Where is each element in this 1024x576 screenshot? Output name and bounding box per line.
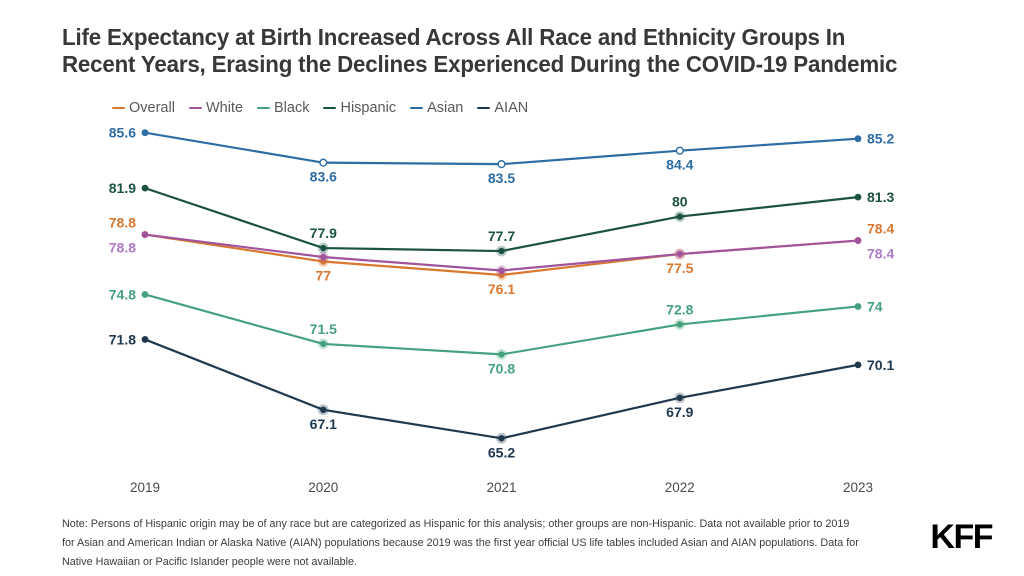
- point-aian-2020: [320, 406, 327, 414]
- point-hispanic-2023: [854, 193, 862, 201]
- value-label-hispanic-2020: 77.9: [310, 225, 337, 241]
- point-black-2023: [854, 303, 862, 310]
- value-label-asian-2023: 85.2: [867, 131, 894, 147]
- value-label-hispanic-2019: 81.9: [109, 180, 136, 196]
- legend-swatch-overall: [112, 106, 125, 110]
- x-tick-2019: 2019: [130, 480, 160, 495]
- legend-item-hispanic: Hispanic: [323, 100, 396, 116]
- legend-item-overall: Overall: [112, 100, 175, 116]
- value-label-overall-2020: 77: [316, 268, 332, 284]
- point-asian-2019: [141, 129, 149, 137]
- point-aian-2023: [854, 361, 862, 369]
- line-black: [144, 293, 859, 356]
- value-label-overall-2022: 77.5: [666, 260, 693, 276]
- point-black-2019: [141, 291, 149, 298]
- legend-swatch-asian: [410, 106, 424, 110]
- point-black-2022: [676, 321, 683, 328]
- line-asian: [144, 131, 859, 166]
- legend-label: Hispanic: [340, 100, 397, 116]
- point-white-2021: [498, 267, 505, 274]
- value-label-overall-2019: 78.8: [109, 215, 136, 231]
- point-aian-2021: [498, 435, 505, 442]
- legend-swatch-hispanic: [323, 106, 337, 110]
- value-label-asian-2021: 83.5: [488, 170, 515, 186]
- chart-title-line-1: Life Expectancy at Birth Increased Acros…: [62, 24, 846, 50]
- value-label-white-2023: 78.4: [867, 246, 894, 262]
- value-label-asian-2020: 83.6: [310, 169, 337, 185]
- value-label-hispanic-2021: 77.7: [488, 228, 515, 244]
- chart-legend: Overall White Black Hispanic Asian AIAN: [112, 100, 528, 116]
- point-hispanic-2022: [676, 213, 683, 220]
- value-label-hispanic-2022: 80: [672, 194, 688, 210]
- point-overall-2021: [498, 271, 505, 279]
- kff-logo: KFF: [930, 518, 993, 556]
- value-label-overall-2021: 76.1: [488, 281, 515, 297]
- legend-label: Asian: [427, 100, 464, 116]
- value-label-aian-2020: 67.1: [310, 416, 337, 432]
- legend-swatch-black: [257, 106, 271, 110]
- value-label-black-2019: 74.8: [109, 286, 136, 302]
- point-asian-2021: [497, 160, 506, 169]
- footnote-line-3: Native Hawaiian or Pacific Islander peop…: [62, 555, 358, 568]
- legend-label: Overall: [129, 100, 175, 116]
- legend-swatch-white: [188, 106, 202, 110]
- x-tick-2020: 2020: [308, 480, 338, 495]
- chart-title: Life Expectancy at Birth Increased Acros…: [62, 24, 974, 79]
- legend-label: White: [205, 100, 244, 116]
- value-label-aian-2019: 71.8: [109, 331, 136, 347]
- legend-item-asian: Asian: [410, 100, 463, 116]
- value-label-aian-2023: 70.1: [867, 357, 894, 373]
- point-overall-2020: [320, 258, 327, 265]
- value-label-black-2022: 72.8: [666, 301, 693, 317]
- legend-item-black: Black: [257, 100, 309, 116]
- value-label-aian-2022: 67.9: [666, 404, 693, 420]
- value-label-asian-2019: 85.6: [109, 125, 136, 141]
- value-label-hispanic-2023: 81.3: [867, 189, 894, 205]
- legend-label: AIAN: [494, 100, 529, 116]
- point-aian-2022: [676, 394, 683, 402]
- legend-item-white: White: [188, 100, 244, 116]
- point-asian-2020: [319, 158, 328, 167]
- point-black-2020: [320, 340, 327, 348]
- value-label-black-2023: 74: [867, 298, 883, 314]
- value-label-aian-2021: 65.2: [488, 444, 515, 460]
- value-label-asian-2022: 84.4: [666, 157, 693, 173]
- chart-title-line-2: Recent Years, Erasing the Declines Exper…: [62, 51, 898, 78]
- value-label-black-2020: 71.5: [310, 321, 337, 337]
- point-white-2023: [854, 237, 862, 244]
- value-label-overall-2023: 78.4: [867, 221, 894, 237]
- point-asian-2022: [675, 146, 684, 155]
- footnote: Note: Persons of Hispanic origin may be …: [62, 515, 922, 572]
- legend-swatch-aian: [477, 106, 491, 110]
- point-white-2020: [320, 253, 327, 261]
- x-tick-2021: 2021: [486, 480, 516, 495]
- point-aian-2019: [141, 336, 149, 343]
- point-black-2021: [498, 351, 505, 358]
- legend-label: Black: [274, 100, 310, 116]
- footnote-line-2: for Asian and American Indian or Alaska …: [62, 536, 859, 549]
- point-hispanic-2020: [320, 244, 327, 252]
- point-asian-2023: [854, 135, 862, 143]
- point-white-2019: [141, 231, 149, 238]
- value-label-black-2021: 70.8: [488, 360, 515, 376]
- footnote-line-1: Note: Persons of Hispanic origin may be …: [62, 518, 850, 530]
- point-hispanic-2019: [141, 184, 149, 192]
- point-white-2022: [676, 250, 683, 258]
- legend-item-aian: AIAN: [477, 100, 528, 116]
- x-tick-2023: 2023: [843, 480, 873, 495]
- value-label-white-2019: 78.8: [109, 240, 136, 256]
- x-tick-2022: 2022: [665, 480, 695, 495]
- point-hispanic-2021: [498, 247, 505, 255]
